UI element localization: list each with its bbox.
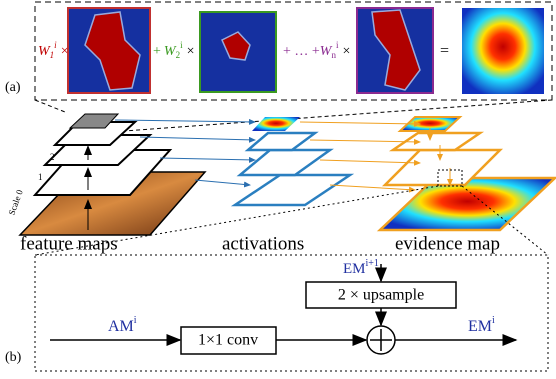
zoom-line bbox=[35, 100, 65, 112]
binary-map bbox=[357, 8, 433, 93]
block-label: 2 × upsample bbox=[338, 287, 424, 304]
output-label: EMi bbox=[468, 315, 495, 334]
text-part: × bbox=[342, 44, 350, 59]
weight-term: +W2i× bbox=[153, 40, 195, 60]
weight-term: + … +Wni× bbox=[283, 40, 350, 60]
panel-label: (a) bbox=[5, 80, 21, 95]
text-part: + bbox=[153, 44, 161, 59]
equals: = bbox=[440, 43, 449, 60]
text-part: 1 bbox=[50, 50, 55, 60]
weight-term: W1i× bbox=[38, 40, 69, 60]
activation-layer bbox=[235, 175, 350, 205]
input-label: EMi+1 bbox=[343, 258, 379, 277]
evidence-heatmap bbox=[462, 8, 544, 94]
scale-label: Scale 0 bbox=[6, 188, 25, 217]
text-part: × bbox=[187, 44, 195, 59]
binary-map bbox=[68, 8, 150, 93]
text-part: EM bbox=[343, 261, 366, 277]
activation-layer bbox=[248, 133, 315, 150]
text-part: 2 bbox=[176, 50, 181, 60]
panel-b-frame bbox=[35, 255, 548, 371]
caption: feature maps bbox=[20, 233, 118, 254]
text-part: + … + bbox=[283, 44, 320, 59]
panel-label: (b) bbox=[5, 350, 22, 365]
page: {"panel_a": {"label": "(a)", "terms": [ … bbox=[0, 0, 556, 379]
zoom-line bbox=[110, 100, 552, 132]
text-part: i bbox=[134, 315, 137, 326]
block-label: 1×1 conv bbox=[198, 332, 258, 349]
activation-layer bbox=[240, 150, 330, 175]
caption: activations bbox=[222, 233, 304, 254]
caption: evidence map bbox=[395, 233, 500, 254]
text-part: i bbox=[492, 315, 495, 326]
text-part: i+1 bbox=[366, 258, 379, 269]
scale-label: 2 bbox=[50, 152, 55, 162]
activation-layer bbox=[252, 117, 300, 131]
text-part: i bbox=[336, 40, 339, 50]
figure: (a) W1i× +W2i× + … +Wni× = Scale 0 1 2 bbox=[0, 0, 556, 379]
text-part: n bbox=[331, 50, 336, 60]
text-part: AM bbox=[108, 318, 134, 335]
text-part: i bbox=[180, 40, 183, 50]
scale-label: 1 bbox=[38, 172, 43, 182]
binary-map bbox=[200, 12, 276, 92]
text-part: i bbox=[54, 40, 57, 50]
text-part: EM bbox=[468, 318, 492, 335]
input-label: AMi bbox=[108, 315, 137, 334]
